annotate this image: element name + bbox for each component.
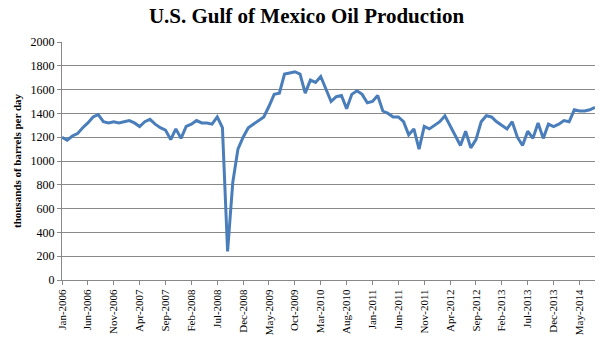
svg-text:Mar-2010: Mar-2010 (314, 289, 326, 333)
svg-text:Jan-2006: Jan-2006 (56, 289, 68, 330)
svg-text:Nov-2011: Nov-2011 (418, 289, 430, 333)
svg-text:1200: 1200 (31, 130, 55, 144)
svg-text:800: 800 (37, 178, 55, 192)
svg-text:Dec-2008: Dec-2008 (237, 289, 249, 333)
svg-text:2000: 2000 (31, 35, 55, 49)
svg-text:600: 600 (37, 202, 55, 216)
svg-text:Jun-2011: Jun-2011 (392, 289, 404, 330)
svg-text:May-2009: May-2009 (263, 289, 275, 335)
svg-text:1400: 1400 (31, 107, 55, 121)
svg-text:Jul-2013: Jul-2013 (521, 289, 533, 328)
svg-text:Apr-2007: Apr-2007 (133, 289, 145, 332)
svg-text:Jan-2011: Jan-2011 (366, 289, 378, 329)
svg-text:Apr-2012: Apr-2012 (444, 289, 456, 332)
svg-text:thousands of barrels per day: thousands of barrels per day (11, 93, 23, 228)
svg-text:Oct-2009: Oct-2009 (288, 289, 300, 331)
svg-text:Jul-2008: Jul-2008 (211, 289, 223, 328)
svg-text:Sep-2012: Sep-2012 (470, 289, 482, 331)
svg-text:0: 0 (49, 273, 55, 287)
svg-text:Sep-2007: Sep-2007 (159, 289, 171, 332)
svg-text:Feb-2013: Feb-2013 (495, 289, 507, 332)
svg-text:200: 200 (37, 249, 55, 263)
svg-text:May-2014: May-2014 (573, 289, 585, 335)
svg-text:Jun-2006: Jun-2006 (81, 289, 93, 330)
svg-text:Feb-2008: Feb-2008 (185, 289, 197, 332)
svg-text:1000: 1000 (31, 154, 55, 168)
svg-text:1800: 1800 (31, 59, 55, 73)
svg-text:U.S. Gulf of Mexico Oil Produc: U.S. Gulf of Mexico Oil Production (149, 4, 465, 28)
svg-text:Dec-2013: Dec-2013 (547, 289, 559, 333)
svg-text:1600: 1600 (31, 83, 55, 97)
svg-text:Nov-2006: Nov-2006 (107, 289, 119, 334)
svg-text:Aug-2010: Aug-2010 (340, 289, 352, 334)
svg-text:400: 400 (37, 226, 55, 240)
